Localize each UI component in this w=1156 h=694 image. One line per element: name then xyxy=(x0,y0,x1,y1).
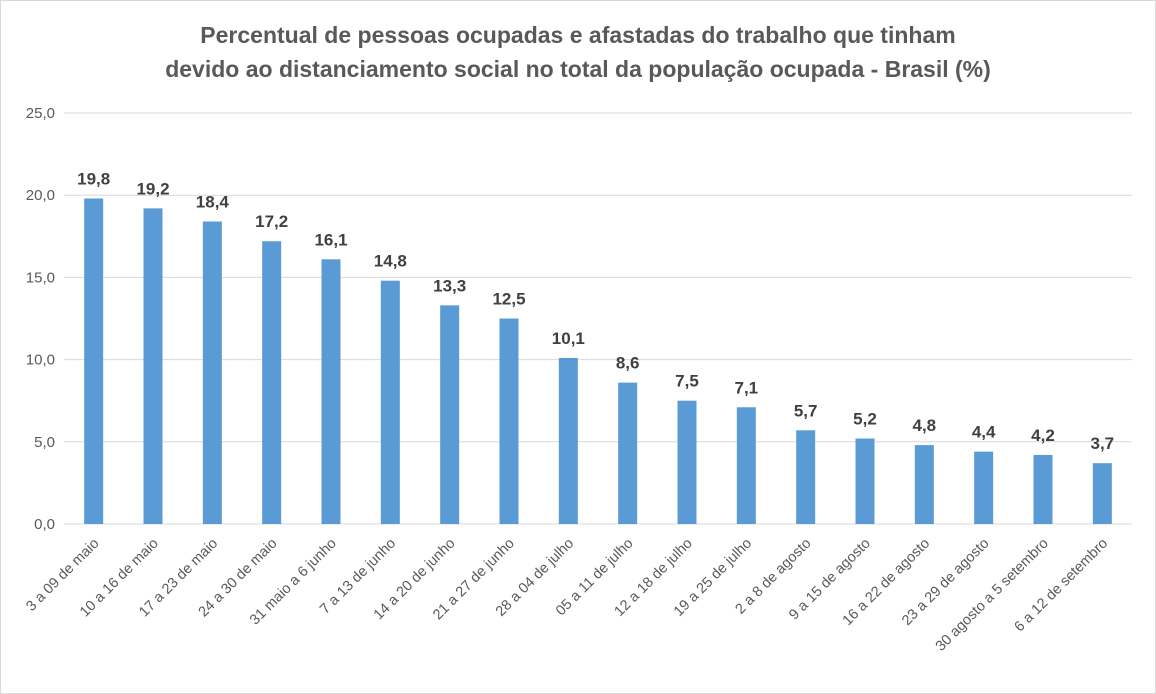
data-label: 19,8 xyxy=(77,169,110,188)
chart-title: Percentual de pessoas ocupadas e afastad… xyxy=(0,18,1156,86)
x-tick-label: 30 agosto a 5 setembro xyxy=(933,536,1052,655)
data-label: 17,2 xyxy=(255,212,288,231)
bar xyxy=(796,430,816,524)
data-label: 7,5 xyxy=(675,372,699,391)
bar xyxy=(1092,463,1112,524)
bar xyxy=(677,400,697,524)
bar xyxy=(974,451,994,524)
y-tick-label: 20,0 xyxy=(26,187,55,204)
data-label: 5,2 xyxy=(853,410,877,429)
y-tick-label: 0,0 xyxy=(34,516,55,533)
y-axis: 0,0 5,0 10,0 15,0 20,0 25,0 xyxy=(26,105,55,533)
y-tick-label: 10,0 xyxy=(26,352,55,369)
data-label: 12,5 xyxy=(492,290,525,309)
bar xyxy=(321,259,341,524)
bar xyxy=(380,280,400,524)
bar xyxy=(202,221,222,524)
data-label: 14,8 xyxy=(374,252,407,271)
bar xyxy=(499,318,519,524)
bar xyxy=(143,208,163,525)
gridlines xyxy=(64,112,1132,525)
bar xyxy=(914,445,934,524)
data-label: 10,1 xyxy=(552,329,585,348)
bar xyxy=(618,382,638,524)
data-label: 4,8 xyxy=(913,416,937,435)
y-tick-label: 15,0 xyxy=(26,269,55,286)
data-label: 8,6 xyxy=(616,354,640,373)
data-labels: 19,8 19,2 18,4 17,2 16,1 14,8 13,3 12,5 10,1 8,6 7… xyxy=(77,169,1114,453)
data-label: 13,3 xyxy=(433,276,466,295)
data-label: 4,2 xyxy=(1031,426,1055,445)
bar xyxy=(736,407,756,524)
bar xyxy=(84,198,104,524)
data-label: 18,4 xyxy=(196,193,230,212)
data-label: 3,7 xyxy=(1091,434,1115,453)
bar xyxy=(855,438,875,524)
chart-title-line-2: devido ao distanciamento social no total… xyxy=(165,56,991,82)
bar xyxy=(262,241,282,524)
bar xyxy=(558,357,578,524)
y-tick-label: 25,0 xyxy=(26,105,55,122)
chart-title-line-1: Percentual de pessoas ocupadas e afastad… xyxy=(200,22,956,48)
data-label: 4,4 xyxy=(972,423,996,442)
data-label: 16,1 xyxy=(314,230,347,249)
y-tick-label: 5,0 xyxy=(34,434,55,451)
bars xyxy=(84,198,1112,525)
bar xyxy=(440,305,460,524)
data-label: 7,1 xyxy=(735,378,759,397)
bar xyxy=(1033,454,1053,524)
data-label: 5,7 xyxy=(794,401,818,420)
data-label: 19,2 xyxy=(136,179,169,198)
